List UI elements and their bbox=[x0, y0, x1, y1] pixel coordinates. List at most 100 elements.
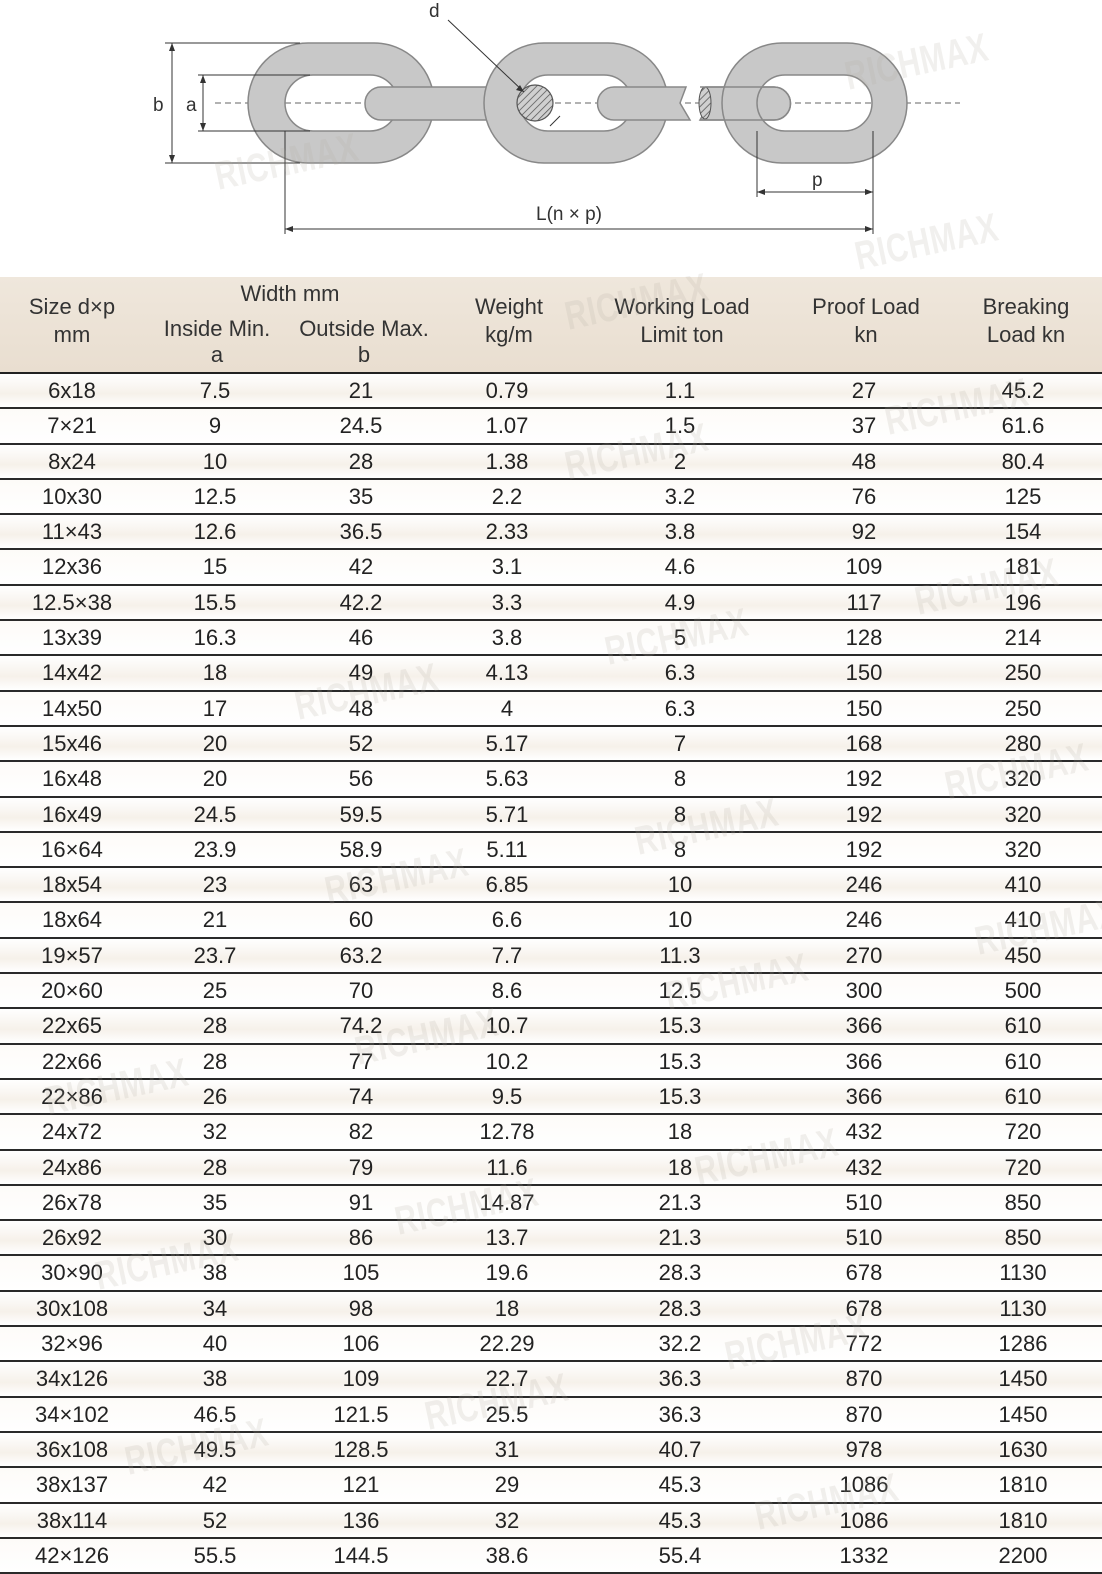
cell-working-load-limit: 45.3 bbox=[658, 1507, 702, 1533]
cell-weight: 10.7 bbox=[485, 1013, 529, 1039]
chain-link-1 bbox=[247, 42, 435, 164]
cell-weight: 2.2 bbox=[491, 483, 523, 509]
cell-breaking-load: 125 bbox=[1004, 483, 1042, 509]
cell-outside-max: 36.5 bbox=[339, 519, 383, 545]
cell-weight: 3.1 bbox=[491, 554, 523, 580]
cell-inside-min: 40 bbox=[202, 1331, 228, 1357]
cell-size: 22x65 bbox=[42, 1013, 102, 1039]
cell-weight: 5.11 bbox=[486, 836, 528, 862]
cell-proof-load: 150 bbox=[845, 695, 883, 721]
cell-outside-max: 52 bbox=[348, 730, 374, 756]
table-row: 14x42 18 49 4.13 6.3 150 250 bbox=[0, 656, 1102, 692]
cell-outside-max: 24.5 bbox=[339, 413, 383, 439]
cell-inside-min: 26 bbox=[202, 1083, 228, 1109]
cell-weight: 1.38 bbox=[485, 448, 529, 474]
table-row: 32×96 40 106 22.29 32.2 772 1286 bbox=[0, 1327, 1102, 1363]
cell-working-load-limit: 6.3 bbox=[664, 660, 696, 686]
cell-inside-min: 23 bbox=[202, 872, 228, 898]
table-row: 22x66 28 77 10.2 15.3 366 610 bbox=[0, 1044, 1102, 1080]
table-row: 34x126 38 109 22.7 36.3 870 1450 bbox=[0, 1362, 1102, 1398]
table-row: 16×64 23.9 58.9 5.11 8 192 320 bbox=[0, 832, 1102, 869]
cell-breaking-load: 154 bbox=[1004, 519, 1042, 545]
cell-weight: 31 bbox=[494, 1436, 520, 1462]
cell-outside-max: 79 bbox=[348, 1154, 374, 1180]
cell-inside-min: 10 bbox=[202, 448, 228, 474]
table-row: 14x50 17 48 4 6.3 150 250 bbox=[0, 691, 1102, 727]
cell-proof-load: 128 bbox=[845, 625, 883, 651]
header-wll-line1: Working Load bbox=[614, 294, 750, 319]
cell-size: 8x24 bbox=[48, 448, 96, 474]
table-row: 16x49 24.5 59.5 5.71 8 192 320 bbox=[0, 797, 1102, 833]
cell-breaking-load: 1630 bbox=[998, 1436, 1048, 1462]
cell-working-load-limit: 36.3 bbox=[658, 1366, 702, 1392]
table-row: 12.5×38 15.5 42.2 3.3 4.9 117 196 bbox=[0, 585, 1102, 622]
cell-proof-load: 76 bbox=[851, 483, 877, 509]
cell-working-load-limit: 18 bbox=[667, 1119, 693, 1145]
cell-working-load-limit: 3.8 bbox=[664, 519, 696, 545]
table-row: 38x114 52 136 32 45.3 1086 1810 bbox=[0, 1503, 1102, 1539]
label-length: L(n × p) bbox=[536, 204, 602, 225]
cell-outside-max: 74 bbox=[348, 1083, 374, 1109]
cell-size: 16×64 bbox=[41, 836, 103, 862]
cell-outside-max: 82 bbox=[348, 1119, 374, 1145]
cell-weight: 2.33 bbox=[485, 519, 529, 545]
table-row: 13x39 16.3 46 3.8 5 128 214 bbox=[0, 621, 1102, 657]
cell-inside-min: 20 bbox=[202, 766, 228, 792]
cell-proof-load: 150 bbox=[845, 660, 883, 686]
table-row: 6x18 7.5 21 0.79 1.1 27 45.2 bbox=[0, 374, 1102, 410]
cell-breaking-load: 1810 bbox=[998, 1472, 1048, 1498]
cell-inside-min: 34 bbox=[202, 1295, 228, 1321]
cell-breaking-load: 410 bbox=[1004, 907, 1042, 933]
cell-outside-max: 105 bbox=[342, 1260, 380, 1286]
cell-weight: 9.5 bbox=[491, 1083, 523, 1109]
cell-size: 12.5×38 bbox=[31, 589, 113, 615]
cell-proof-load: 678 bbox=[845, 1260, 883, 1286]
cell-breaking-load: 1286 bbox=[998, 1331, 1048, 1357]
cell-working-load-limit: 40.7 bbox=[658, 1436, 702, 1462]
header-inside-line1: Inside Min. bbox=[163, 316, 271, 341]
cell-inside-min: 46.5 bbox=[193, 1401, 237, 1427]
cell-inside-min: 21 bbox=[202, 907, 228, 933]
cell-working-load-limit: 15.3 bbox=[658, 1083, 702, 1109]
label-d: d bbox=[429, 1, 440, 22]
chain-link-6 bbox=[721, 42, 908, 164]
cell-weight: 12.78 bbox=[479, 1119, 535, 1145]
cell-working-load-limit: 4.9 bbox=[664, 589, 696, 615]
cell-weight: 14.87 bbox=[479, 1189, 535, 1215]
cell-size: 14x42 bbox=[42, 660, 102, 686]
cell-proof-load: 366 bbox=[845, 1083, 883, 1109]
cell-working-load-limit: 15.3 bbox=[658, 1013, 702, 1039]
cell-outside-max: 58.9 bbox=[339, 836, 383, 862]
cell-weight: 29 bbox=[494, 1472, 520, 1498]
cell-outside-max: 144.5 bbox=[333, 1542, 389, 1568]
cell-breaking-load: 320 bbox=[1004, 801, 1042, 827]
dimension-arrows bbox=[169, 43, 873, 232]
cell-outside-max: 121.5 bbox=[333, 1401, 389, 1427]
cell-weight: 11.6 bbox=[486, 1154, 528, 1180]
cell-inside-min: 7.5 bbox=[199, 378, 231, 403]
cell-working-load-limit: 2 bbox=[673, 448, 687, 474]
cell-weight: 19.6 bbox=[485, 1260, 529, 1286]
cell-outside-max: 35 bbox=[348, 483, 374, 509]
cell-working-load-limit: 5 bbox=[673, 625, 687, 651]
table-row: 8x24 10 28 1.38 2 48 80.4 bbox=[0, 444, 1102, 480]
cell-working-load-limit: 10 bbox=[667, 872, 693, 898]
cell-working-load-limit: 18 bbox=[667, 1154, 693, 1180]
cell-size: 32×96 bbox=[41, 1331, 103, 1357]
cell-breaking-load: 61.6 bbox=[1001, 413, 1045, 439]
cell-outside-max: 28 bbox=[348, 448, 374, 474]
table-row: 24x86 28 79 11.6 18 432 720 bbox=[0, 1150, 1102, 1186]
cell-breaking-load: 610 bbox=[1004, 1013, 1042, 1039]
table-header: Size d×p mm Width mm Inside Min. a Outside… bbox=[0, 277, 1102, 374]
header-inside-line2: a bbox=[210, 342, 224, 367]
cell-working-load-limit: 12.5 bbox=[658, 978, 702, 1004]
cell-size: 18x64 bbox=[42, 907, 102, 933]
cell-inside-min: 15 bbox=[202, 554, 228, 580]
cell-inside-min: 23.9 bbox=[193, 836, 237, 862]
table-row: 20×60 25 70 8.6 12.5 300 500 bbox=[0, 974, 1102, 1010]
cell-proof-load: 772 bbox=[845, 1331, 883, 1357]
chain-link-3 bbox=[483, 42, 669, 164]
cell-outside-max: 70 bbox=[348, 978, 374, 1004]
cell-proof-load: 432 bbox=[845, 1154, 883, 1180]
cell-outside-max: 63.2 bbox=[339, 942, 383, 968]
